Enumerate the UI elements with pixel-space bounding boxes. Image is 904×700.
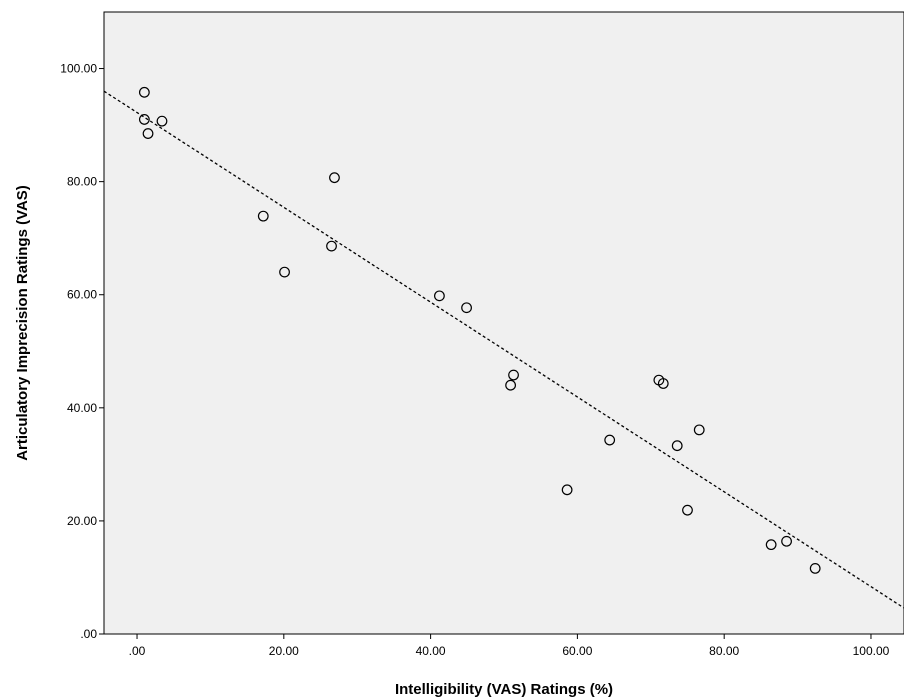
- x-tick-label: 40.00: [416, 644, 446, 658]
- data-point: [604, 434, 616, 446]
- y-axis-label: Articulatory Imprecision Ratings (VAS): [14, 185, 31, 461]
- data-point: [781, 535, 792, 547]
- y-tick-label: 40.00: [67, 401, 97, 415]
- x-tick-label: 100.00: [853, 644, 890, 658]
- data-point: [682, 504, 693, 516]
- x-tick-label: 60.00: [562, 644, 592, 658]
- data-point: [693, 424, 705, 436]
- x-axis: .00 20.00 40.00 60.00 80.00 100.00: [129, 634, 890, 658]
- x-axis-label: Intelligibility (VAS) Ratings (%): [395, 681, 613, 698]
- data-point: [561, 484, 573, 496]
- data-point: [809, 563, 821, 574]
- data-points: [138, 86, 821, 574]
- data-point: [329, 172, 340, 184]
- data-point: [657, 378, 669, 389]
- data-point: [434, 290, 445, 302]
- y-tick-label: 100.00: [60, 62, 97, 76]
- data-point: [257, 210, 269, 222]
- data-point: [671, 440, 683, 452]
- data-point: [279, 266, 290, 278]
- data-point: [156, 115, 168, 127]
- data-point: [765, 539, 777, 551]
- x-tick-label: 80.00: [709, 644, 739, 658]
- data-point: [138, 114, 150, 125]
- data-point: [508, 369, 519, 381]
- data-point: [326, 240, 337, 252]
- x-tick-label: 20.00: [269, 644, 299, 658]
- y-tick-label: 60.00: [67, 288, 97, 302]
- y-tick-label: .00: [80, 627, 97, 641]
- y-axis: .00 20.00 40.00 60.00 80.00 100.00: [60, 62, 104, 641]
- y-tick-label: 20.00: [67, 514, 97, 528]
- y-tick-label: 80.00: [67, 175, 97, 189]
- data-point: [461, 302, 472, 314]
- fit-line: [103, 90, 904, 609]
- data-point: [138, 86, 150, 98]
- plot-area: [103, 11, 904, 635]
- x-tick-label: .00: [129, 644, 146, 658]
- data-point: [505, 379, 517, 391]
- data-point: [142, 128, 154, 139]
